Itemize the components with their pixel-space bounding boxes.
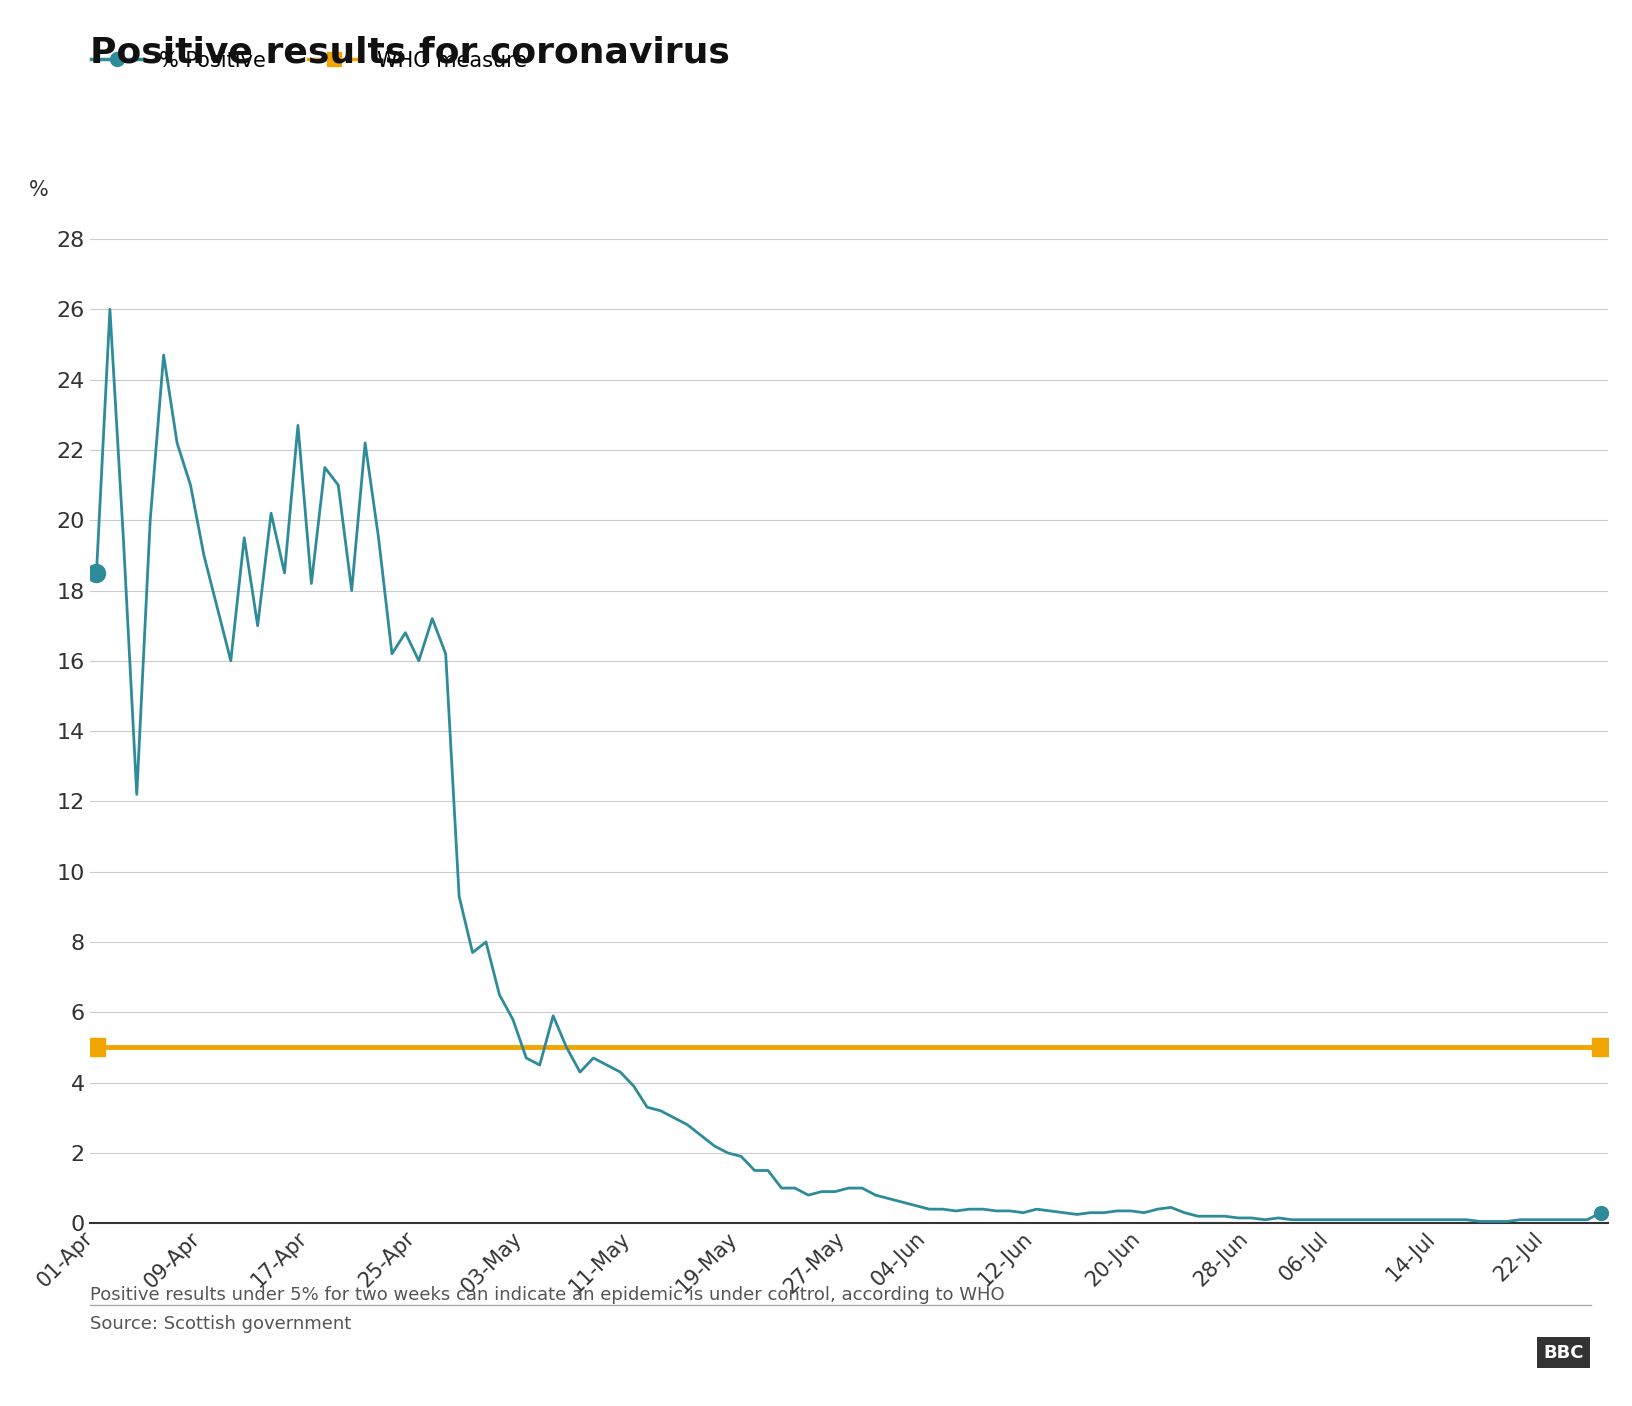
Text: %: % [29,180,49,200]
Text: Positive results for coronavirus: Positive results for coronavirus [90,35,730,69]
Text: Source: Scottish government: Source: Scottish government [90,1315,351,1333]
Legend: % Positive, WHO measure: % Positive, WHO measure [82,42,535,79]
Text: BBC: BBC [1544,1344,1583,1361]
Text: Positive results under 5% for two weeks can indicate an epidemic is under contro: Positive results under 5% for two weeks … [90,1286,1004,1305]
